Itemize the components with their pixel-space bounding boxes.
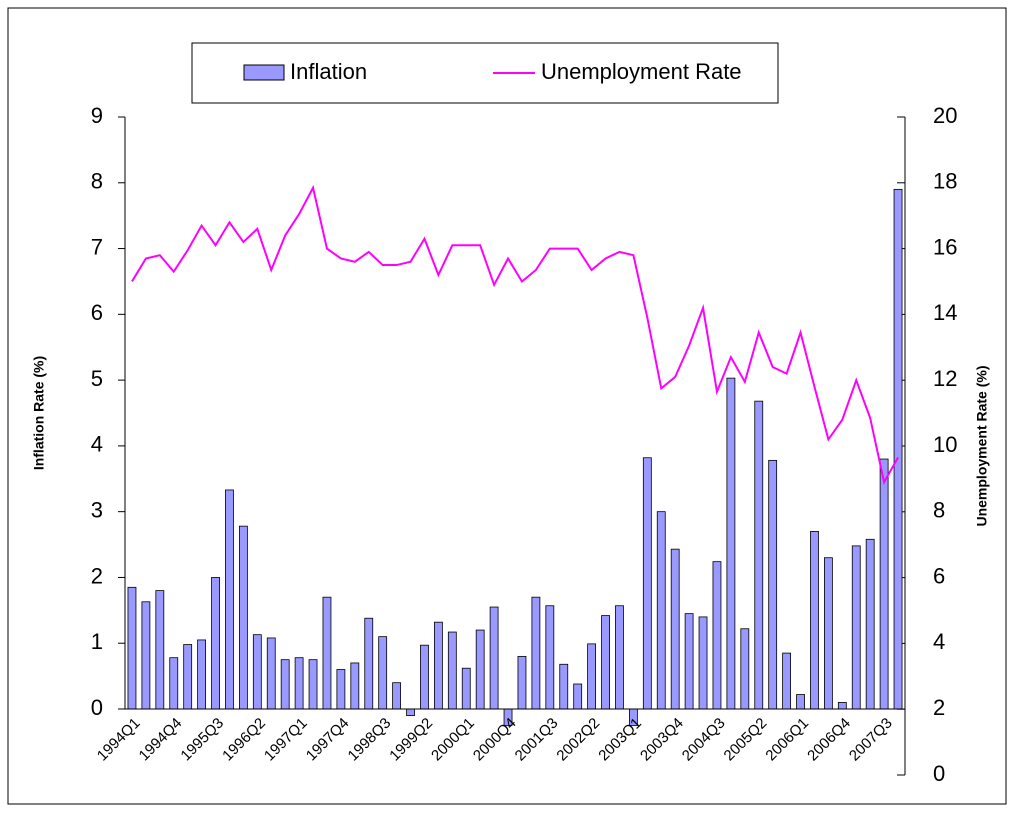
bar	[433, 621, 443, 710]
y-tick-label: 4	[91, 432, 103, 457]
bar	[684, 613, 694, 710]
y-tick-label: 5	[91, 366, 103, 391]
y-tick-label: 9	[91, 103, 103, 128]
y-tick-label: 6	[91, 300, 103, 325]
y2-tick-label: 20	[933, 103, 957, 128]
bar	[517, 655, 527, 710]
bar	[670, 548, 680, 710]
bar	[378, 636, 388, 710]
bar	[879, 458, 889, 710]
y-tick-label: 2	[91, 563, 103, 588]
bar	[796, 694, 805, 710]
legend-swatch-bar	[243, 64, 285, 81]
bar	[308, 659, 318, 710]
y2-tick-label: 4	[933, 629, 945, 654]
y-tick-label: 1	[91, 629, 103, 654]
bar	[712, 561, 722, 710]
bar	[837, 702, 847, 710]
y-tick-label: 0	[91, 695, 103, 720]
legend	[191, 42, 779, 104]
bar	[169, 657, 179, 710]
bar	[183, 644, 193, 710]
bar	[127, 586, 137, 710]
y2-tick-label: 2	[933, 695, 945, 720]
bar	[893, 188, 903, 710]
bar	[364, 617, 374, 710]
bar	[740, 628, 750, 710]
bar	[531, 596, 541, 710]
bar	[851, 545, 861, 710]
bar	[406, 708, 415, 716]
bar	[420, 644, 429, 710]
y-tick-label: 3	[91, 497, 103, 522]
bar	[754, 400, 764, 710]
bar	[559, 663, 569, 710]
bar	[545, 605, 555, 710]
y2-tick-label: 18	[933, 169, 957, 194]
y-tick-label: 7	[91, 234, 103, 259]
y2-tick-label: 10	[933, 432, 957, 457]
bar	[865, 538, 875, 710]
y-axis-label: Inflation Rate (%)	[31, 356, 47, 470]
bar	[810, 531, 819, 710]
y2-tick-label: 6	[933, 563, 945, 588]
bar	[768, 459, 778, 710]
bar	[225, 489, 234, 710]
line	[131, 184, 899, 485]
bar	[447, 631, 457, 710]
y2-axis-label: Unemployment Rate (%)	[974, 365, 990, 526]
y2-tick-label: 0	[933, 761, 945, 786]
bar	[280, 659, 290, 710]
y2-tick-label: 14	[933, 300, 957, 325]
bar	[726, 377, 736, 710]
bar	[197, 639, 207, 710]
bar	[336, 669, 346, 710]
y-tick-label: 8	[91, 169, 103, 194]
bar	[141, 601, 151, 710]
bar	[266, 637, 276, 710]
bar	[350, 662, 360, 710]
bar	[475, 629, 485, 710]
y2-tick-label: 12	[933, 366, 957, 391]
bar	[461, 667, 471, 710]
bar	[656, 511, 666, 710]
bar	[392, 682, 402, 710]
bar	[252, 634, 262, 710]
bar	[211, 577, 220, 710]
legend-label: Inflation	[290, 59, 367, 84]
bar	[294, 657, 304, 710]
bar	[698, 616, 708, 710]
bar	[615, 605, 624, 710]
bar	[489, 606, 499, 710]
bar	[782, 652, 792, 710]
bar	[823, 557, 833, 710]
legend-label: Unemployment Rate	[541, 59, 742, 84]
bar	[642, 457, 652, 710]
bar	[155, 590, 165, 710]
bar	[601, 615, 610, 710]
y2-tick-label: 16	[933, 234, 957, 259]
bar	[587, 643, 597, 710]
bar	[238, 525, 248, 710]
bar	[573, 683, 583, 710]
bar	[322, 596, 332, 710]
y2-tick-label: 8	[933, 498, 945, 523]
